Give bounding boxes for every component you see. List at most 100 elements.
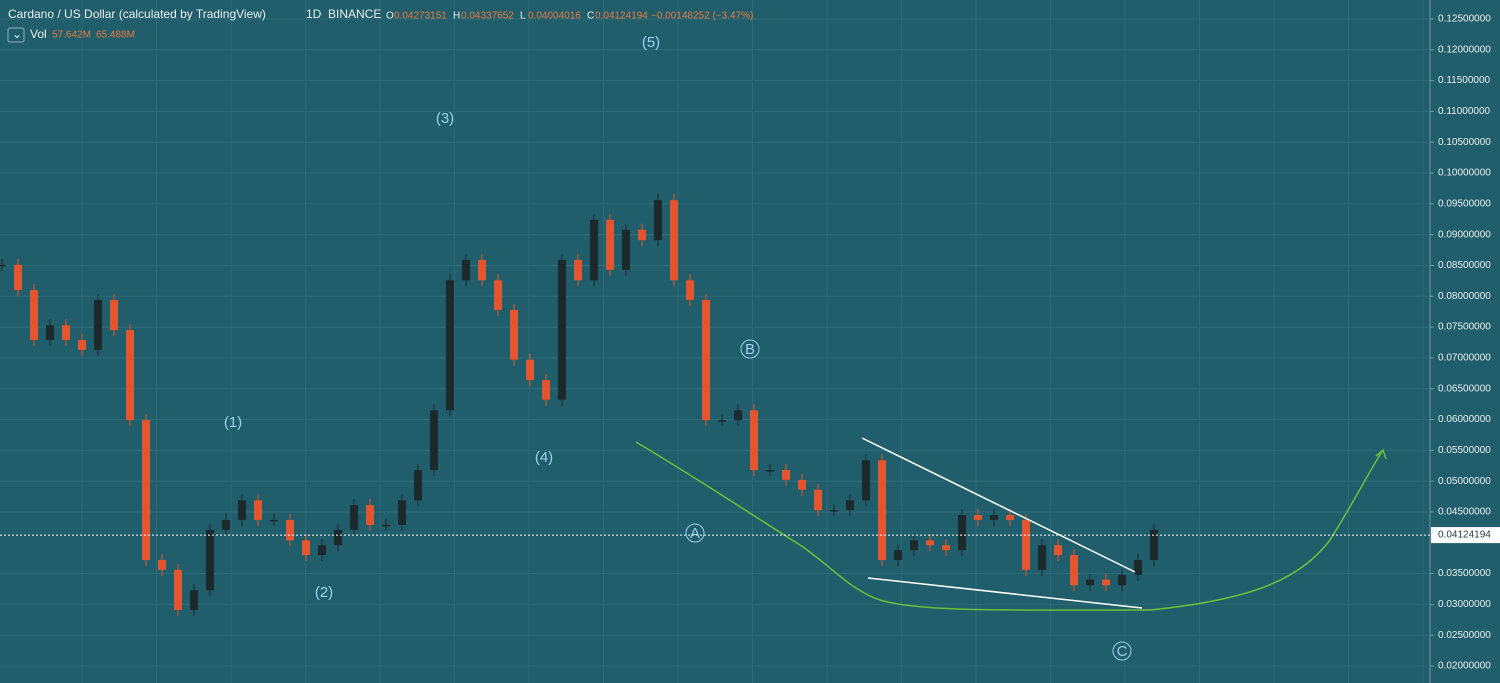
y-tick-label: 0.11000000 — [1438, 106, 1491, 117]
volume-average: 65.488M — [96, 30, 135, 41]
y-tick-label: 0.02000000 — [1438, 661, 1491, 672]
y-tick-label: 0.05000000 — [1438, 476, 1491, 487]
price-change: −0.00148252 (−3.47%) — [651, 11, 753, 22]
ohlc-value: 0.04004016 — [528, 11, 581, 22]
candle-body — [1102, 579, 1110, 586]
projection-curve — [635, 441, 1384, 611]
candle-body — [894, 550, 902, 561]
candle-body — [30, 290, 38, 341]
candle-body — [606, 219, 614, 270]
y-tick-label: 0.07500000 — [1438, 322, 1491, 333]
candle-body — [1118, 574, 1126, 586]
y-tick-label: 0.09000000 — [1438, 229, 1491, 240]
candle-body — [62, 325, 70, 341]
candle-body — [782, 470, 790, 480]
chevron[interactable]: ⌄ — [12, 27, 22, 41]
trend-line-lower — [867, 577, 1143, 609]
wave-circle — [740, 339, 760, 359]
candle-body — [494, 280, 502, 310]
candle-body — [1006, 515, 1014, 520]
ohlc-value: 0.04273151 — [394, 11, 447, 22]
candle-body — [94, 299, 102, 350]
candle-body — [1134, 560, 1142, 575]
wave-circle — [1112, 641, 1132, 661]
candle-body — [270, 519, 278, 522]
y-tick-label: 0.10000000 — [1438, 168, 1491, 179]
y-tick-label: 0.08500000 — [1438, 260, 1491, 271]
y-tick-label: 0.08000000 — [1438, 291, 1491, 302]
collapse-button[interactable] — [7, 27, 25, 43]
wave-label: (3) — [436, 110, 454, 127]
trend-line-upper — [861, 437, 1136, 573]
y-tick-label: 0.12500000 — [1438, 14, 1491, 25]
candle-body — [686, 280, 694, 300]
candle-body — [654, 200, 662, 241]
ohlc-value: 0.04124194 — [595, 11, 648, 22]
candle-body — [574, 259, 582, 281]
ohlc-label: C — [587, 11, 594, 22]
symbol-title: Cardano / US Dollar (calculated by Tradi… — [8, 7, 266, 21]
candle-body — [414, 470, 422, 501]
candle-body — [0, 264, 6, 267]
interval: 1D — [306, 7, 322, 21]
last-price-label: 0.04124194 — [1438, 530, 1491, 541]
candle-body — [974, 515, 982, 520]
ohlc-label: O — [386, 11, 394, 22]
y-tick-label: 0.03500000 — [1438, 568, 1491, 579]
candle-body — [638, 229, 646, 241]
candle-body — [942, 545, 950, 551]
y-tick-label: 0.02500000 — [1438, 630, 1491, 641]
wave-label: (4) — [535, 449, 553, 466]
y-tick-label: 0.09500000 — [1438, 198, 1491, 209]
candle-body — [286, 519, 294, 541]
ohlc-value: 0.04337652 — [461, 11, 514, 22]
wave-label: (5) — [642, 34, 660, 51]
candle-body — [430, 410, 438, 471]
candle-body — [558, 259, 566, 400]
arrow-head — [1375, 448, 1387, 460]
wave-label: A — [690, 525, 700, 542]
y-tick-label: 0.04500000 — [1438, 507, 1491, 518]
y-tick-label: 0.06000000 — [1438, 414, 1491, 425]
candle-body — [302, 540, 310, 556]
candle-body — [46, 325, 54, 341]
candle-body — [462, 259, 470, 281]
candle-body — [1070, 555, 1078, 586]
candle-body — [222, 519, 230, 530]
candle-body — [126, 330, 134, 421]
candle-body — [734, 410, 742, 421]
candle-body — [1022, 519, 1030, 570]
y-tick-label: 0.07000000 — [1438, 353, 1491, 364]
candle-body — [254, 500, 262, 520]
candle-body — [78, 340, 86, 350]
candle-body — [446, 280, 454, 411]
y-tick-label: 0.12000000 — [1438, 44, 1491, 55]
candle-body — [766, 470, 774, 472]
volume-value: 57.642M — [52, 30, 91, 41]
candle-body — [334, 529, 342, 546]
candle-body — [926, 540, 934, 546]
y-tick-label: 0.11500000 — [1438, 75, 1491, 86]
exchange: BINANCE — [328, 7, 381, 21]
candle-body — [622, 229, 630, 270]
candle-body — [718, 420, 726, 422]
candle-body — [350, 505, 358, 530]
candle-body — [318, 545, 326, 556]
candle-body — [910, 540, 918, 551]
candle-body — [206, 529, 214, 591]
candle-body — [398, 500, 406, 525]
candle-body — [1150, 529, 1158, 561]
candle-body — [750, 410, 758, 471]
candle-body — [830, 510, 838, 512]
candle-body — [702, 299, 710, 421]
candle-body — [862, 460, 870, 501]
ohlc-label: H — [453, 11, 460, 22]
volume-label: Vol — [30, 27, 47, 41]
ohlc-label: L — [520, 11, 526, 22]
wave-label: (2) — [315, 584, 333, 601]
candle-body — [1086, 579, 1094, 586]
candle-body — [1038, 545, 1046, 570]
candle-body — [670, 200, 678, 281]
